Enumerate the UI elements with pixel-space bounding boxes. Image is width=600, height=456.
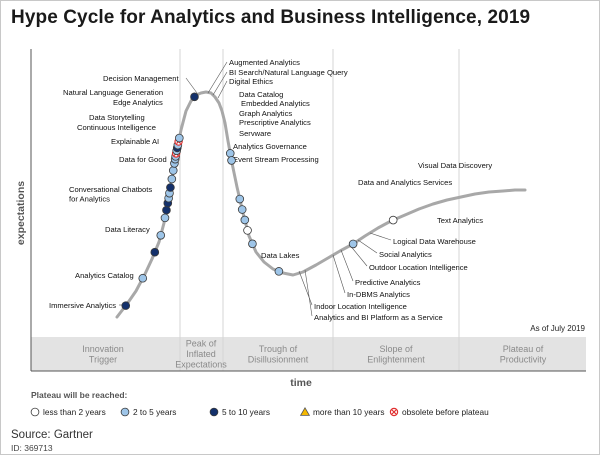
technology-label: Continuous Intelligence bbox=[77, 123, 156, 132]
technology-label: Analytics Governance bbox=[233, 142, 307, 151]
technology-label: Analytics and BI Platform as a Service bbox=[314, 313, 443, 322]
phase-label: Innovation Trigger bbox=[82, 344, 124, 365]
legend-label: 5 to 10 years bbox=[222, 407, 270, 417]
technology-marker bbox=[274, 267, 284, 276]
legend-marker bbox=[209, 407, 219, 417]
technology-label: Data Literacy bbox=[105, 225, 150, 234]
label-leader-line bbox=[212, 71, 228, 96]
technology-marker bbox=[190, 92, 199, 102]
label-leader-line bbox=[332, 254, 346, 294]
technology-label: Logical Data Warehouse bbox=[393, 237, 476, 246]
legend-label: obsolete before plateau bbox=[402, 407, 489, 417]
technology-label: Text Analytics bbox=[437, 216, 483, 225]
technology-label: Immersive Analytics bbox=[49, 301, 116, 310]
phase-label: Peak of Inflated Expectations bbox=[175, 339, 227, 370]
phase-band bbox=[31, 337, 586, 371]
technology-marker bbox=[150, 247, 160, 257]
legend-marker bbox=[120, 407, 130, 417]
technology-label: Embedded Analytics bbox=[241, 99, 310, 108]
technology-marker bbox=[175, 133, 184, 143]
label-leader-line bbox=[369, 232, 392, 241]
source-note: Source: Gartner bbox=[11, 429, 93, 441]
technology-label: Decision Management bbox=[103, 74, 179, 83]
legend-marker bbox=[30, 407, 40, 417]
technology-marker bbox=[156, 231, 166, 240]
technology-label: Outdoor Location Intelligence bbox=[369, 263, 468, 272]
label-leader-line bbox=[340, 249, 354, 282]
technology-label: Augmented Analytics bbox=[229, 58, 300, 67]
technology-marker bbox=[138, 273, 148, 283]
technology-label: Predictive Analytics bbox=[355, 278, 421, 287]
label-leader-line bbox=[357, 239, 378, 254]
technology-marker bbox=[168, 166, 178, 175]
technology-marker bbox=[227, 156, 236, 165]
legend-label: more than 10 years bbox=[313, 407, 384, 417]
technology-label: Conversational Chatbots for Analytics bbox=[69, 185, 152, 204]
technology-label: Data and Analytics Services bbox=[358, 178, 452, 187]
legend-marker bbox=[299, 407, 311, 416]
legend-marker bbox=[389, 407, 399, 417]
technology-label: Data Lakes bbox=[261, 251, 300, 260]
chart-title: Hype Cycle for Analytics and Business In… bbox=[11, 7, 531, 28]
technology-marker bbox=[166, 183, 175, 192]
as-of-note: As of July 2019 bbox=[530, 324, 585, 333]
label-leader-line bbox=[304, 269, 313, 317]
technology-marker bbox=[121, 301, 131, 310]
technology-label: Natural Language Generation bbox=[63, 88, 163, 97]
technology-label: Explainable AI bbox=[111, 137, 159, 146]
technology-label: Indoor Location Intelligence bbox=[314, 302, 407, 311]
technology-label: Servware bbox=[239, 129, 271, 138]
technology-marker bbox=[235, 194, 245, 204]
technology-marker bbox=[225, 149, 235, 158]
label-leader-line bbox=[207, 61, 228, 94]
label-leader-line bbox=[185, 77, 198, 94]
technology-label: Data Storytelling bbox=[89, 113, 145, 122]
technology-marker bbox=[388, 215, 398, 225]
label-leader-line bbox=[217, 80, 228, 99]
technology-label: Event Stream Processing bbox=[233, 155, 319, 164]
technology-label: Edge Analytics bbox=[113, 98, 163, 107]
y-axis-label: expectations bbox=[15, 181, 27, 245]
technology-label: Prescriptive Analytics bbox=[239, 118, 311, 127]
technology-marker bbox=[248, 239, 257, 249]
phase-label: Slope of Enlightenment bbox=[367, 344, 425, 365]
technology-label: BI Search/Natural Language Query bbox=[229, 68, 348, 77]
hype-curve bbox=[115, 90, 527, 319]
phase-label: Plateau of Productivity bbox=[500, 344, 547, 365]
technology-label: Data for Good bbox=[119, 155, 167, 164]
phase-label: Trough of Disillusionment bbox=[248, 344, 309, 365]
technology-marker bbox=[160, 213, 170, 223]
technology-label: Visual Data Discovery bbox=[418, 161, 492, 170]
technology-marker bbox=[162, 205, 171, 215]
technology-label: Social Analytics bbox=[379, 250, 432, 259]
technology-marker bbox=[167, 174, 177, 184]
technology-marker bbox=[348, 239, 358, 249]
x-axis-label: time bbox=[290, 377, 312, 389]
legend-label: less than 2 years bbox=[43, 407, 106, 417]
legend-title: Plateau will be reached: bbox=[31, 390, 128, 400]
technology-label: In-DBMS Analytics bbox=[347, 290, 410, 299]
technology-marker bbox=[240, 215, 250, 225]
technology-marker bbox=[237, 205, 247, 214]
technology-label: Graph Analytics bbox=[239, 109, 292, 118]
technology-label: Data Catalog bbox=[239, 90, 283, 99]
legend-label: 2 to 5 years bbox=[133, 407, 176, 417]
technology-label: Digital Ethics bbox=[229, 77, 273, 86]
technology-marker bbox=[243, 226, 252, 235]
label-leader-line bbox=[298, 270, 313, 306]
document-id: ID: 369713 bbox=[11, 443, 53, 453]
technology-label: Analytics Catalog bbox=[75, 271, 134, 280]
